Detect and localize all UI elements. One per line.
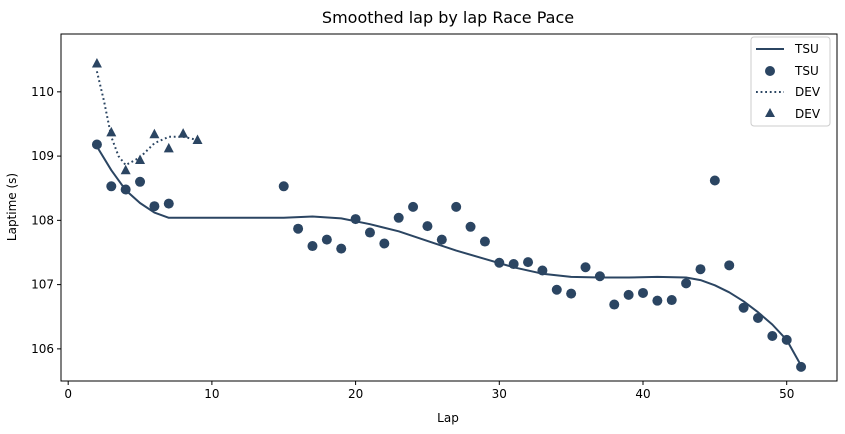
- tsu-lap-point: [364, 227, 375, 238]
- x-tick-label: 30: [492, 387, 507, 401]
- x-axis: 0 10 20 30 40 50: [64, 381, 794, 401]
- tsu-lap-point: [508, 259, 519, 270]
- tsu-lap-point: [709, 175, 720, 186]
- legend-box: [750, 36, 831, 127]
- tsu-lap-point: [408, 201, 419, 212]
- tsu-lap-point: [163, 198, 174, 209]
- tsu-lap-point: [293, 223, 304, 234]
- tsu-lap-point: [135, 176, 146, 187]
- tsu-lap-point: [393, 212, 404, 223]
- tsu-lap-point: [278, 181, 289, 192]
- tsu-lap-point: [551, 284, 562, 295]
- tsu-lap-point: [681, 278, 692, 289]
- tsu-lap-point: [120, 184, 131, 195]
- dev-lap-point: [106, 126, 117, 137]
- tsu-lap-point: [695, 264, 706, 275]
- y-axis: 106 107 108 109 110: [31, 85, 61, 356]
- x-tick-label: 20: [348, 387, 363, 401]
- x-tick-label: 50: [779, 387, 794, 401]
- tsu-lap-point: [106, 181, 117, 192]
- tsu-lap-point: [422, 221, 433, 232]
- legend-dev-triangle-swatch: [765, 108, 775, 117]
- tsu-lap-point: [336, 243, 347, 254]
- tsu-lap-point: [149, 201, 160, 212]
- x-tick-label: 10: [204, 387, 219, 401]
- tsu-lap-point: [451, 201, 462, 212]
- legend-label-dev-line: DEV: [795, 85, 821, 99]
- x-tick-label: 0: [64, 387, 72, 401]
- tsu-lap-point: [767, 331, 778, 342]
- y-tick-label: 110: [31, 85, 54, 99]
- dev-lap-point: [135, 154, 146, 164]
- legend: TSU TSU DEV DEV: [750, 36, 831, 127]
- y-tick-label: 108: [31, 213, 54, 227]
- tsu-lap-point: [580, 262, 591, 273]
- tsu-lap-point: [379, 238, 390, 249]
- x-tick-label: 40: [635, 387, 650, 401]
- dev-lap-point: [192, 134, 203, 145]
- dev-lap-point: [178, 128, 189, 138]
- tsu-smoothed-line: [96, 145, 802, 367]
- tsu-lap-point: [537, 265, 548, 276]
- legend-label-dev-scatter: DEV: [795, 107, 821, 121]
- tsu-lap-point: [623, 289, 634, 300]
- tsu-lap-point: [307, 241, 318, 252]
- y-axis-title: Laptime (s): [5, 173, 19, 241]
- tsu-lap-point: [465, 221, 476, 232]
- tsu-lap-point: [609, 299, 620, 310]
- tsu-lap-point: [752, 313, 763, 324]
- dev-lap-point: [163, 142, 174, 153]
- dev-lap-point: [149, 128, 160, 139]
- tsu-lap-point: [350, 214, 361, 225]
- tsu-lap-point: [781, 334, 792, 345]
- tsu-lap-point: [666, 295, 677, 306]
- chart-title: Smoothed lap by lap Race Pace: [322, 8, 574, 27]
- dev-lap-point: [120, 164, 131, 175]
- legend-tsu-circle-swatch: [765, 66, 775, 76]
- x-axis-title: Lap: [437, 411, 459, 425]
- tsu-lap-point: [594, 271, 605, 282]
- tsu-lap-point: [638, 287, 648, 298]
- tsu-lap-point: [321, 234, 332, 245]
- dev-lap-point: [91, 58, 102, 68]
- tsu-lap-point: [436, 234, 447, 245]
- legend-label-tsu-scatter: TSU: [794, 64, 819, 78]
- tsu-lap-point: [479, 236, 490, 247]
- y-tick-label: 109: [31, 149, 54, 163]
- tsu-lap-point: [738, 302, 749, 313]
- y-tick-label: 106: [31, 342, 54, 356]
- tsu-lap-point: [566, 288, 577, 299]
- tsu-lap-point: [724, 260, 735, 271]
- tsu-lap-point: [494, 257, 505, 268]
- tsu-lap-point: [796, 361, 807, 372]
- tsu-lap-point: [91, 139, 102, 150]
- y-tick-label: 107: [31, 278, 54, 292]
- legend-label-tsu-line: TSU: [794, 42, 819, 56]
- tsu-lap-point: [652, 295, 663, 306]
- dev-smoothed-line: [95, 71, 198, 167]
- tsu-lap-point: [523, 257, 534, 268]
- plot-area-frame: [60, 33, 838, 382]
